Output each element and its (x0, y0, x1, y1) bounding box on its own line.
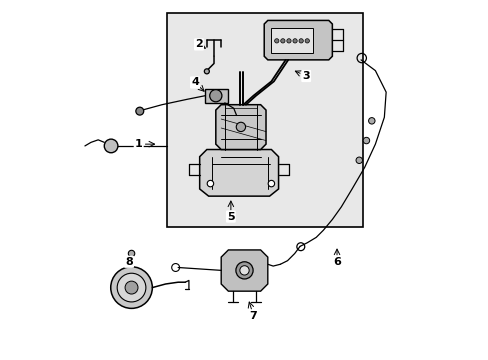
Circle shape (286, 39, 290, 43)
Circle shape (209, 90, 222, 102)
Polygon shape (264, 21, 332, 60)
Text: 6: 6 (332, 257, 340, 267)
Circle shape (368, 118, 374, 124)
Circle shape (128, 250, 135, 257)
Circle shape (298, 39, 303, 43)
Circle shape (363, 137, 369, 144)
Text: 1: 1 (135, 139, 142, 149)
Text: 4: 4 (191, 77, 199, 87)
Circle shape (104, 139, 118, 153)
Polygon shape (204, 89, 228, 103)
Circle shape (239, 266, 249, 275)
Circle shape (235, 262, 253, 279)
Text: 8: 8 (125, 257, 133, 267)
Circle shape (305, 39, 309, 43)
Circle shape (355, 157, 362, 163)
Circle shape (136, 107, 143, 115)
Circle shape (292, 39, 297, 43)
Polygon shape (221, 250, 267, 291)
Circle shape (267, 180, 274, 187)
Bar (271, 28, 312, 53)
Circle shape (204, 69, 209, 74)
Circle shape (274, 39, 278, 43)
Text: 7: 7 (249, 311, 257, 320)
Circle shape (110, 267, 152, 309)
Text: 3: 3 (302, 71, 309, 81)
Circle shape (236, 122, 245, 132)
Circle shape (125, 281, 138, 294)
Polygon shape (215, 105, 265, 149)
Polygon shape (199, 149, 278, 196)
Circle shape (207, 180, 213, 187)
Circle shape (280, 39, 285, 43)
Text: 2: 2 (195, 40, 203, 49)
Circle shape (117, 273, 145, 302)
Text: 5: 5 (226, 212, 234, 221)
Bar (167, 13, 362, 226)
